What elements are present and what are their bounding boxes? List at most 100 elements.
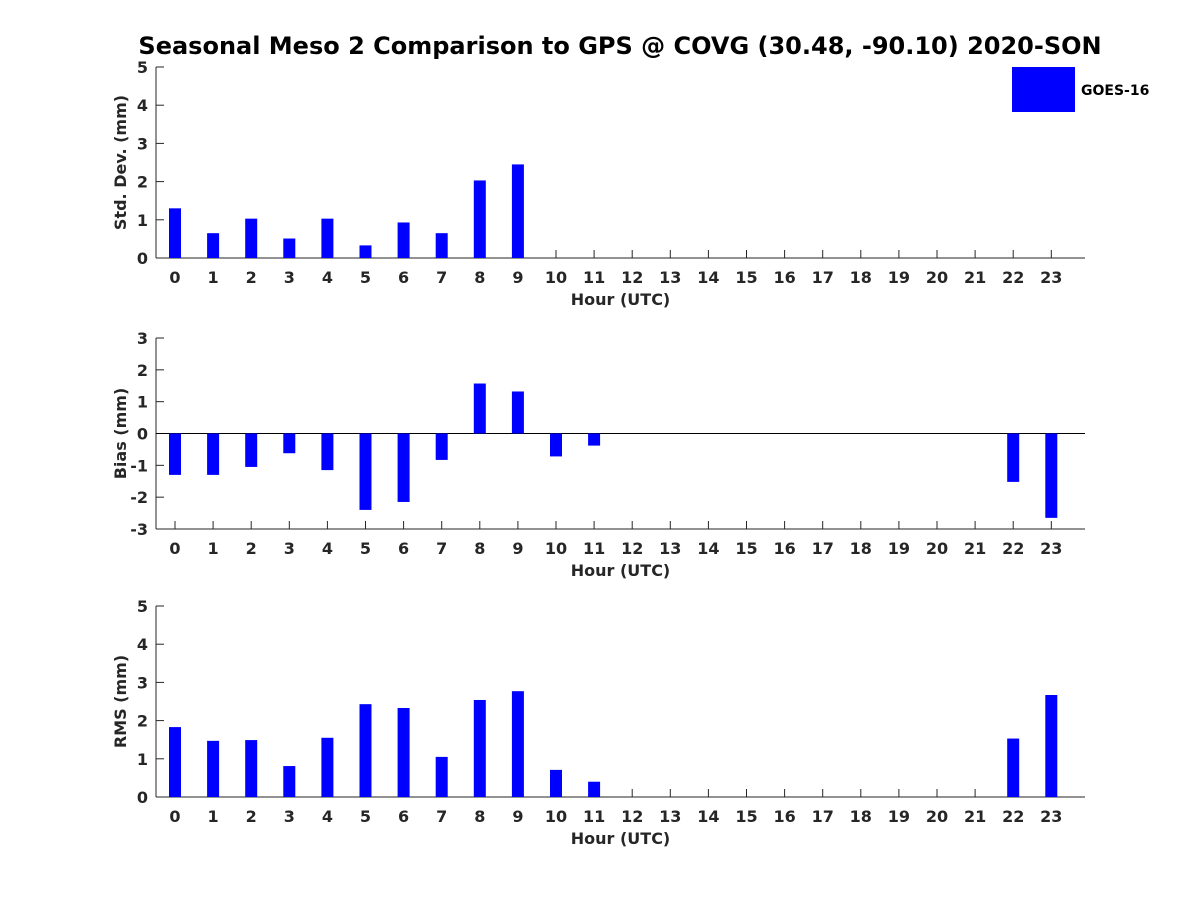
rms-x-tick-label: 20	[926, 807, 948, 826]
bias-y-tick-label: 1	[137, 393, 148, 412]
bias-x-tick-label: 17	[812, 539, 834, 558]
rms-y-tick-label: 1	[137, 750, 148, 769]
std-dev-x-tick-label: 8	[474, 268, 485, 287]
rms-x-tick-label: 6	[398, 807, 409, 826]
bias-bar-hour-6	[397, 433, 410, 502]
rms-x-tick-label: 7	[436, 807, 447, 826]
rms-bar-hour-22	[1007, 738, 1020, 797]
bias-x-tick-label: 1	[208, 539, 219, 558]
std-dev-y-tick-label: 1	[137, 211, 148, 230]
std-dev-x-tick-label: 18	[850, 268, 872, 287]
std-dev-x-tick-label: 22	[1002, 268, 1024, 287]
std-dev-x-tick-label: 2	[246, 268, 257, 287]
bias-y-tick-label: 3	[137, 329, 148, 348]
bias-y-tick-label: -2	[130, 488, 148, 507]
bias-bar-hour-7	[435, 433, 448, 460]
rms-bar-hour-11	[588, 781, 601, 797]
std-dev-bar-hour-1	[207, 233, 220, 258]
rms-x-tick-label: 4	[322, 807, 333, 826]
std-dev-x-tick-label: 13	[659, 268, 681, 287]
bias-bar-hour-9	[511, 391, 524, 434]
bias-bar-hour-11	[588, 433, 601, 446]
rms-bar-hour-6	[397, 707, 410, 797]
bias-bar-hour-5	[359, 433, 372, 510]
std-dev-bar-hour-6	[397, 222, 410, 258]
bias-x-tick-label: 6	[398, 539, 409, 558]
bias-bar-hour-2	[245, 433, 258, 467]
rms-x-tick-label: 5	[360, 807, 371, 826]
rms-x-tick-label: 2	[246, 807, 257, 826]
std-dev-x-tick-label: 16	[773, 268, 795, 287]
bias-x-tick-label: 9	[512, 539, 523, 558]
bias-x-tick-label: 8	[474, 539, 485, 558]
std-dev-x-tick-label: 0	[169, 268, 180, 287]
bias-x-tick-label: 22	[1002, 539, 1024, 558]
bias-x-tick-label: 21	[964, 539, 986, 558]
std-dev-x-tick-label: 5	[360, 268, 371, 287]
rms-y-tick-label: 3	[137, 673, 148, 692]
std-dev-x-tick-label: 11	[583, 268, 605, 287]
rms-x-tick-label: 13	[659, 807, 681, 826]
std-dev-x-tick-label: 17	[812, 268, 834, 287]
rms-bar-hour-5	[359, 704, 372, 797]
bias-y-tick-label: -3	[130, 520, 148, 539]
rms-y-tick-label: 4	[137, 635, 148, 654]
bias-x-tick-label: 19	[888, 539, 910, 558]
std-dev-y-axis-label: Std. Dev. (mm)	[111, 95, 130, 230]
bias-x-tick-label: 5	[360, 539, 371, 558]
bias-x-tick-label: 18	[850, 539, 872, 558]
std-dev-y-tick-label: 2	[137, 173, 148, 192]
rms-bar-hour-9	[511, 691, 524, 797]
bias-x-tick-label: 7	[436, 539, 447, 558]
bias-x-tick-label: 3	[284, 539, 295, 558]
std-dev-x-tick-label: 21	[964, 268, 986, 287]
std-dev-bar-hour-7	[435, 233, 448, 258]
rms-x-tick-label: 15	[735, 807, 757, 826]
rms-x-tick-label: 17	[812, 807, 834, 826]
bias-bar-hour-0	[169, 433, 181, 475]
std-dev-x-tick-label: 1	[208, 268, 219, 287]
rms-x-tick-label: 11	[583, 807, 605, 826]
legend: GOES-16	[1012, 67, 1149, 112]
rms-bar-hour-3	[283, 766, 296, 797]
std-dev-x-tick-label: 3	[284, 268, 295, 287]
chart-title: Seasonal Meso 2 Comparison to GPS @ COVG…	[138, 32, 1101, 60]
bias-bar-hour-8	[473, 383, 486, 434]
bias-x-tick-label: 2	[246, 539, 257, 558]
bias-y-tick-label: -1	[130, 456, 148, 475]
std-dev-bar-hour-3	[283, 238, 296, 258]
bias-bar-hour-4	[321, 433, 334, 471]
rms-x-tick-label: 21	[964, 807, 986, 826]
std-dev-x-axis-label: Hour (UTC)	[571, 290, 671, 309]
std-dev-x-tick-label: 9	[512, 268, 523, 287]
std-dev-bar-hour-0	[169, 208, 181, 258]
rms-bar-hour-8	[473, 699, 486, 797]
rms-bar-hour-10	[550, 769, 562, 797]
std-dev-bar-hour-2	[245, 218, 258, 258]
std-dev-bar-hour-4	[321, 218, 334, 258]
bias-y-axis-label: Bias (mm)	[111, 388, 130, 480]
rms-bar-hour-2	[245, 740, 258, 797]
bias-bar-hour-3	[283, 433, 296, 454]
rms-x-tick-label: 9	[512, 807, 523, 826]
bias-y-tick-label: 0	[137, 425, 148, 444]
rms-x-tick-label: 10	[545, 807, 567, 826]
bias-x-tick-label: 12	[621, 539, 643, 558]
rms-bar-hour-1	[207, 740, 220, 797]
bias-x-tick-label: 15	[735, 539, 757, 558]
bias-x-tick-label: 10	[545, 539, 567, 558]
bias-x-tick-label: 13	[659, 539, 681, 558]
std-dev-y-tick-label: 3	[137, 134, 148, 153]
rms-bar-hour-7	[435, 756, 448, 797]
std-dev-x-tick-label: 14	[697, 268, 719, 287]
std-dev-x-tick-label: 23	[1040, 268, 1062, 287]
std-dev-x-tick-label: 7	[436, 268, 447, 287]
std-dev-x-tick-label: 12	[621, 268, 643, 287]
std-dev-y-tick-label: 5	[137, 58, 148, 77]
rms-y-axis-label: RMS (mm)	[111, 655, 130, 748]
std-dev-x-tick-label: 20	[926, 268, 948, 287]
rms-x-tick-label: 23	[1040, 807, 1062, 826]
